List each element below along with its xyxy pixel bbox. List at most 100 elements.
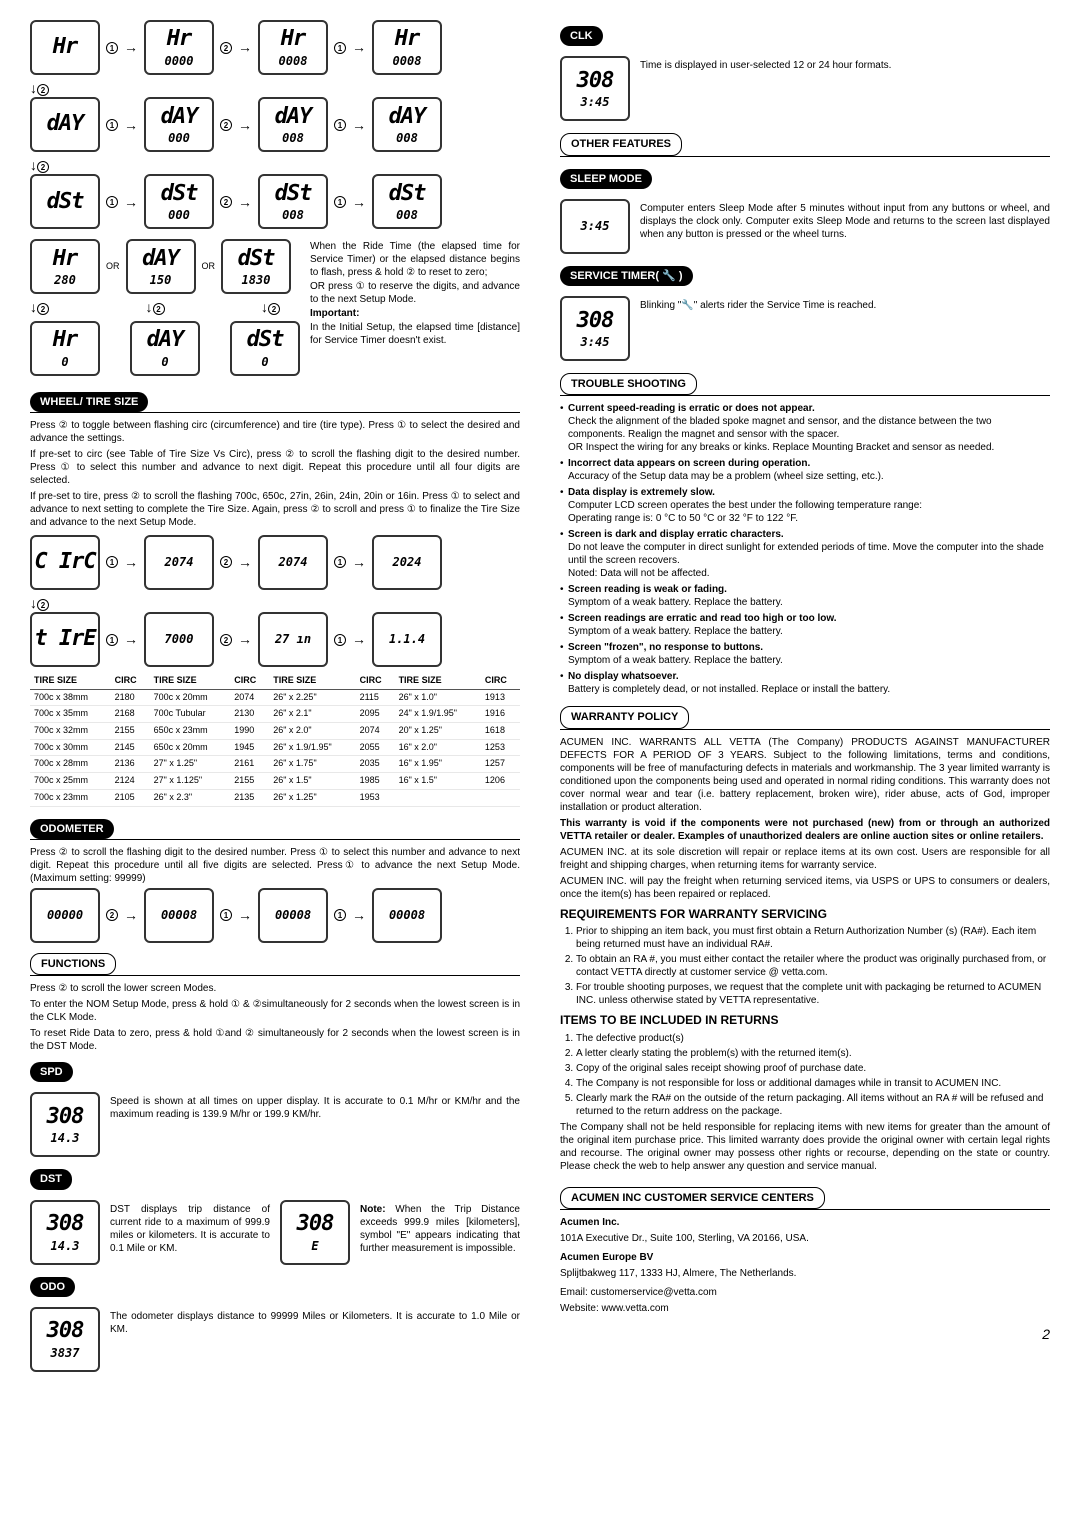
lcd: 2024 xyxy=(393,555,422,571)
arrow-right-icon: → xyxy=(124,193,138,211)
table-cell: 27" x 1.125" xyxy=(150,773,231,790)
clk-desc: Time is displayed in user-selected 12 or… xyxy=(640,59,1050,72)
items-included-header: ITEMS TO BE INCLUDED IN RETURNS xyxy=(560,1013,1050,1029)
spd-desc: Speed is shown at all times on upper dis… xyxy=(110,1095,520,1121)
table-header: TIRE SIZE xyxy=(395,673,481,689)
lcd: 0000 xyxy=(165,54,194,70)
table-cell: 700c x 32mm xyxy=(30,723,111,740)
step-icon: 1 xyxy=(334,119,346,131)
arrow-right-icon: → xyxy=(352,38,366,56)
table-cell: 1953 xyxy=(356,789,395,806)
lcd: 308 xyxy=(577,67,614,96)
table-cell: 2055 xyxy=(356,739,395,756)
arrow-right-icon: → xyxy=(352,193,366,211)
table-cell: 26" x 1.0" xyxy=(395,689,481,706)
lcd: 008 xyxy=(282,131,304,147)
lcd: 308 xyxy=(47,1103,84,1132)
table-cell: 1913 xyxy=(481,689,520,706)
table-header: TIRE SIZE xyxy=(269,673,355,689)
step-icon: 2 xyxy=(220,556,232,568)
odometer-header: ODOMETER xyxy=(30,819,114,839)
table-cell: 16" x 1.5" xyxy=(395,773,481,790)
lcd: dSt xyxy=(161,180,198,209)
lcd: 000 xyxy=(168,208,190,224)
table-header: CIRC xyxy=(356,673,395,689)
list-item: Copy of the original sales receipt showi… xyxy=(576,1062,1050,1075)
lcd: 008 xyxy=(396,131,418,147)
warranty-p3: ACUMEN INC. at its sole discretion will … xyxy=(560,846,1050,872)
table-cell xyxy=(481,789,520,806)
table-cell: 700c x 25mm xyxy=(30,773,111,790)
odo-desc: The odometer displays distance to 99999 … xyxy=(110,1310,520,1336)
table-cell: 2130 xyxy=(230,706,269,723)
cs-eu-name: Acumen Europe BV xyxy=(560,1251,1050,1264)
step-icon: 1 xyxy=(106,196,118,208)
lcd: 0008 xyxy=(393,54,422,70)
clk-header: CLK xyxy=(560,26,603,46)
cs-eu-addr: Splijtbakweg 117, 1333 HJ, Almere, The N… xyxy=(560,1267,1050,1280)
items-list: The defective product(s)A letter clearly… xyxy=(560,1032,1050,1118)
table-cell: 24" x 1.9/1.95" xyxy=(395,706,481,723)
cs-us-name: Acumen Inc. xyxy=(560,1216,1050,1229)
table-cell: 700c Tubular xyxy=(150,706,231,723)
odo-header: ODO xyxy=(30,1277,75,1297)
table-cell: 700c x 30mm xyxy=(30,739,111,756)
lcd: Hr xyxy=(395,25,420,54)
functions-p2: To enter the NOM Setup Mode, press & hol… xyxy=(30,998,520,1024)
lcd: 150 xyxy=(150,273,172,289)
arrow-right-icon: → xyxy=(238,553,252,571)
arrow-right-icon: → xyxy=(238,906,252,924)
trouble-body: Symptom of a weak battery. Replace the b… xyxy=(568,654,1050,667)
table-cell: 650c x 23mm xyxy=(150,723,231,740)
lcd: 0 xyxy=(261,355,268,371)
dst-header: DST xyxy=(30,1169,72,1189)
arrow-right-icon: → xyxy=(352,553,366,571)
table-cell: 16" x 1.95" xyxy=(395,756,481,773)
list-item: For trouble shooting purposes, we reques… xyxy=(576,981,1050,1007)
or-label: OR xyxy=(202,261,216,273)
step-icon: 1 xyxy=(334,556,346,568)
trouble-heading: Screen is dark and display erratic chara… xyxy=(568,529,784,540)
list-item: To obtain an RA #, you must either conta… xyxy=(576,953,1050,979)
trouble-item: Screen "frozen", no response to buttons.… xyxy=(560,641,1050,667)
odometer-diagram: 00000 2→ 00008 1→ 00008 1→ 00008 xyxy=(30,888,520,943)
lcd: 3:45 xyxy=(581,95,610,111)
table-row: 700c x 32mm2155650c x 23mm199026" x 2.0"… xyxy=(30,723,520,740)
step-icon: 1 xyxy=(334,196,346,208)
table-cell: 2180 xyxy=(111,689,150,706)
lcd: 3:45 xyxy=(581,219,610,235)
table-cell: 700c x 28mm xyxy=(30,756,111,773)
trouble-item: Current speed-reading is erratic or does… xyxy=(560,402,1050,454)
arrow-down-icon: ↓2 xyxy=(30,594,520,612)
lcd: 00000 xyxy=(47,908,83,924)
arrow-right-icon: → xyxy=(238,193,252,211)
trouble-heading: Screen reading is weak or fading. xyxy=(568,584,727,595)
step-icon: 1 xyxy=(106,556,118,568)
wheel-p3: If pre-set to tire, press ② to scroll th… xyxy=(30,490,520,529)
functions-p1: Press ② to scroll the lower screen Modes… xyxy=(30,982,520,995)
trouble-body: Computer LCD screen operates the best un… xyxy=(568,499,1050,525)
page-number: 2 xyxy=(560,1325,1050,1343)
list-item: A letter clearly stating the problem(s) … xyxy=(576,1047,1050,1060)
table-row: 700c x 28mm213627" x 1.25"216126" x 1.75… xyxy=(30,756,520,773)
trouble-item: Incorrect data appears on screen during … xyxy=(560,457,1050,483)
table-cell: 26" x 2.25" xyxy=(269,689,355,706)
trouble-body: Accuracy of the Setup data may be a prob… xyxy=(568,470,1050,483)
table-cell: 2155 xyxy=(230,773,269,790)
arrow-down-icon: ↓2 xyxy=(30,156,520,174)
table-cell: 650c x 20mm xyxy=(150,739,231,756)
arrow-right-icon: → xyxy=(124,116,138,134)
other-features-header: OTHER FEATURES xyxy=(560,133,682,155)
lcd: 308 xyxy=(47,1210,84,1239)
trouble-heading: Screen "frozen", no response to buttons. xyxy=(568,642,763,653)
trouble-item: Screen readings are erratic and read too… xyxy=(560,612,1050,638)
step-icon: 1 xyxy=(220,909,232,921)
sleep-desc: Computer enters Sleep Mode after 5 minut… xyxy=(640,202,1050,241)
lcd: 0008 xyxy=(279,54,308,70)
table-cell: 2035 xyxy=(356,756,395,773)
table-cell: 2136 xyxy=(111,756,150,773)
lcd: dAY xyxy=(389,103,426,132)
step-icon: 1 xyxy=(106,119,118,131)
lcd: 00008 xyxy=(275,908,311,924)
table-cell: 2105 xyxy=(111,789,150,806)
